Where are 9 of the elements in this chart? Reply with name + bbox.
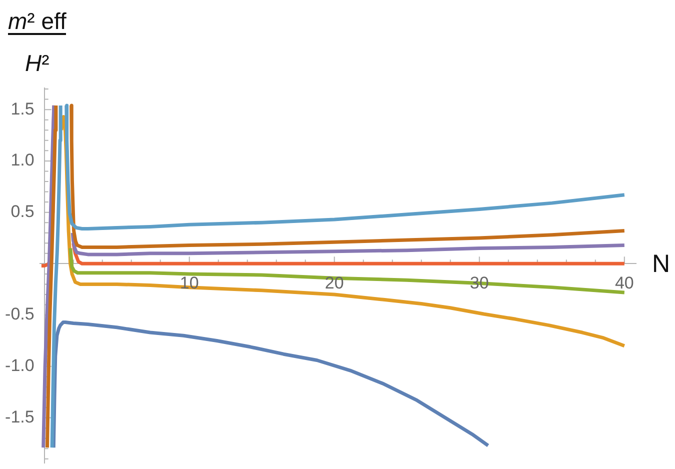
x-axis-title: N: [652, 250, 670, 278]
x-tick-label: 40: [614, 274, 634, 293]
y-tick-label: 0.5: [10, 202, 34, 222]
y-tick-label: 1.5: [10, 99, 34, 118]
y-tick-label: -1.5: [5, 407, 34, 426]
y-tick-label: -0.5: [5, 304, 34, 324]
y-tick-label: 1.0: [10, 150, 34, 170]
y-axis-title: m² eff H²: [8, 8, 66, 76]
y-tick-label: -1.0: [5, 356, 34, 376]
